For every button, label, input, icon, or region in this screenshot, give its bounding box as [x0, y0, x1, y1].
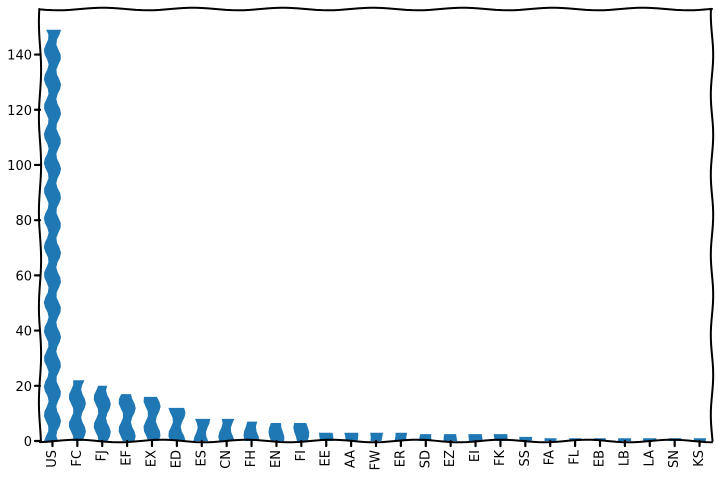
- frame-left: [37, 8, 43, 442]
- bar-ex: [143, 396, 161, 441]
- x-tick-label-sd: SD: [418, 450, 433, 468]
- bar-fj: [93, 385, 111, 441]
- x-tick-label-eb: EB: [593, 450, 608, 467]
- bars-layer: [43, 29, 707, 441]
- x-tick-label-ed: ED: [169, 450, 184, 468]
- bar-fa: [544, 438, 557, 441]
- bar-es: [193, 418, 211, 441]
- x-tick-label-fj: FJ: [95, 450, 110, 461]
- frame-right: [709, 8, 715, 442]
- bar-aa: [344, 432, 359, 441]
- x-tick-label-fi: FI: [294, 450, 309, 461]
- x-tick-label-fc: FC: [70, 450, 85, 467]
- x-tick-label-ks: KS: [692, 450, 707, 467]
- bar-us: [43, 29, 62, 441]
- bar-cn: [218, 418, 235, 441]
- bar-fw: [370, 432, 384, 441]
- y-tick-label: 120: [7, 104, 32, 119]
- x-tick-label-fk: FK: [493, 450, 508, 466]
- plot-frame: [37, 6, 715, 444]
- x-tick-label-ss: SS: [518, 450, 533, 467]
- y-tick-label: 0: [24, 435, 32, 450]
- x-tick-label-fh: FH: [244, 450, 259, 467]
- y-tick-label: 40: [15, 325, 32, 340]
- x-tick-label-aa: AA: [344, 450, 359, 468]
- y-tick-label: 80: [15, 214, 32, 229]
- x-tick-label-la: LA: [642, 450, 657, 467]
- x-tick-label-fw: FW: [369, 450, 384, 470]
- y-tick-label: 140: [7, 49, 32, 64]
- bar-ed: [168, 407, 186, 441]
- x-tick-label-fl: FL: [568, 449, 583, 464]
- x-tick-label-lb: LB: [617, 450, 632, 466]
- x-tick-label-ee: EE: [319, 450, 334, 466]
- bar-fi: [293, 423, 310, 441]
- x-tick-label-us: US: [45, 450, 60, 468]
- x-tick-label-en: EN: [269, 450, 284, 468]
- x-tick-label-ex: EX: [145, 450, 160, 467]
- bar-er: [394, 432, 408, 441]
- bar-ez: [443, 434, 458, 441]
- bar-en: [268, 423, 285, 441]
- bar-ef: [118, 394, 136, 441]
- y-tick-label: 100: [7, 159, 32, 174]
- x-tick-label-es: ES: [194, 450, 209, 466]
- bar-ks: [693, 438, 707, 441]
- x-tick-label-ez: EZ: [443, 450, 458, 467]
- x-tick-label-ef: EF: [120, 450, 135, 466]
- y-tick-label: 20: [15, 380, 32, 395]
- y-axis: 0 20 40 60 80 100 120 140: [7, 49, 42, 450]
- x-axis: US FC FJ EF EX ED ES CN FH EN FI EE AA FW ER SD EZ EI FK SS…: [45, 439, 707, 470]
- frame-top: [39, 6, 713, 12]
- x-tick-label-er: ER: [393, 450, 408, 467]
- bar-fc: [68, 380, 86, 441]
- x-tick-label-ei: EI: [468, 450, 483, 462]
- x-tick-label-sn: SN: [667, 450, 682, 468]
- bar-ei: [468, 434, 483, 441]
- x-tick-label-cn: CN: [219, 450, 234, 469]
- bar-fh: [243, 421, 260, 441]
- bar-lb: [618, 438, 632, 441]
- y-tick-label: 60: [15, 269, 32, 284]
- x-tick-label-fa: FA: [543, 450, 558, 465]
